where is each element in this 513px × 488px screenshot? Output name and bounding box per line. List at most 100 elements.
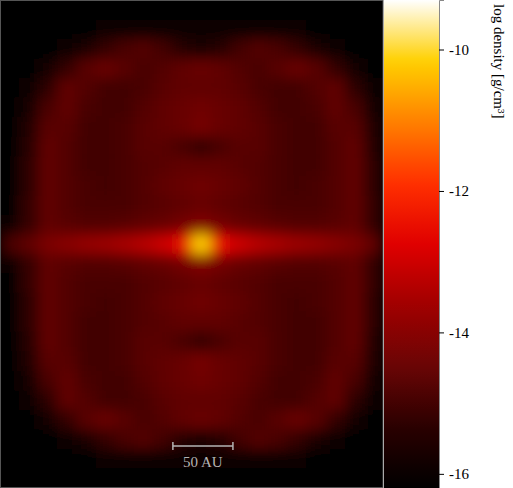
heatmap-cell [134, 293, 154, 313]
heatmap-cell [192, 351, 212, 371]
heatmap-cell [77, 117, 97, 137]
heatmap-cell [192, 254, 212, 274]
heatmap-cell [326, 468, 346, 488]
colorbar-tick-label: -12 [449, 183, 469, 199]
heatmap-cell [57, 117, 77, 137]
heatmap-cell [153, 273, 173, 293]
heatmap-cell [38, 39, 58, 59]
heatmap-cell [249, 195, 269, 215]
heatmap-cell [153, 293, 173, 313]
heatmap-cell [134, 59, 154, 79]
heatmap-cell [19, 273, 39, 293]
heatmap-cell [230, 234, 250, 254]
heatmap-cell [77, 215, 97, 235]
scale-bar-line [173, 445, 233, 447]
heatmap-cell [345, 195, 365, 215]
plot-frame [1, 1, 384, 488]
heatmap-cell [230, 98, 250, 118]
heatmap-cell [306, 312, 326, 332]
heatmap-cell [38, 371, 58, 391]
heatmap-cell [249, 390, 269, 410]
heatmap-cell [211, 137, 231, 157]
heatmap-cell [230, 371, 250, 391]
heatmap-cell [192, 59, 212, 79]
colorbar-tick-mark [439, 50, 444, 51]
heatmap-cell [345, 137, 365, 157]
heatmap-cell [326, 98, 346, 118]
heatmap-cell [192, 215, 212, 235]
heatmap-cell [115, 20, 135, 40]
heatmap-cell [96, 59, 116, 79]
heatmap-cell [249, 0, 269, 20]
heatmap-cell [364, 449, 383, 469]
heatmap-cell [192, 176, 212, 196]
heatmap-cell [230, 0, 250, 20]
heatmap-cell [306, 20, 326, 40]
heatmap-cell [153, 332, 173, 352]
heatmap-cell [230, 39, 250, 59]
heatmap-cell [172, 410, 192, 430]
heatmap-cell [77, 351, 97, 371]
heatmap-cell [19, 117, 39, 137]
heatmap-cell [192, 78, 212, 98]
heatmap-cell [0, 273, 20, 293]
heatmap-cell [326, 20, 346, 40]
colorbar-label: log density [g/cm³] [491, 4, 507, 118]
heatmap-cell [96, 410, 116, 430]
heatmap-cell [38, 410, 58, 430]
heatmap-cell [192, 371, 212, 391]
heatmap-cell [192, 312, 212, 332]
heatmap-cell [306, 429, 326, 449]
heatmap-cell [96, 468, 116, 488]
heatmap-cell [230, 215, 250, 235]
heatmap-cell [96, 390, 116, 410]
heatmap-cell [134, 39, 154, 59]
heatmap-cell [19, 351, 39, 371]
heatmap-cell [268, 332, 288, 352]
heatmap-cell [0, 39, 20, 59]
heatmap-cell [134, 137, 154, 157]
heatmap-cell [153, 176, 173, 196]
heatmap-cell [19, 390, 39, 410]
heatmap-cell [57, 293, 77, 313]
heatmap-cell [249, 449, 269, 469]
colorbar-tick-label: -16 [449, 466, 469, 482]
heatmap-cell [57, 351, 77, 371]
heatmap-cell [211, 156, 231, 176]
heatmap-cell [172, 371, 192, 391]
heatmap-cell [96, 176, 116, 196]
heatmap-cell [230, 117, 250, 137]
heatmap-cell [77, 429, 97, 449]
heatmap-cell [306, 234, 326, 254]
heatmap-cell [364, 332, 383, 352]
heatmap-cell [192, 156, 212, 176]
heatmap-cell [268, 293, 288, 313]
heatmap-cell [192, 410, 212, 430]
colorbar-tick: -10 [439, 42, 469, 58]
heatmap-cell [345, 156, 365, 176]
heatmap-cell [134, 156, 154, 176]
heatmap-cell [38, 195, 58, 215]
heatmap-cell [230, 332, 250, 352]
heatmap-cell [364, 312, 383, 332]
heatmap-cell [364, 371, 383, 391]
heatmap-cell [57, 390, 77, 410]
heatmap-cell [57, 20, 77, 40]
heatmap-cell [211, 39, 231, 59]
heatmap-cell [57, 0, 77, 20]
heatmap-cell [115, 449, 135, 469]
heatmap-cell [38, 351, 58, 371]
heatmap-cell [115, 390, 135, 410]
heatmap-cell [38, 468, 58, 488]
heatmap-cell [115, 371, 135, 391]
heatmap-cell [287, 312, 307, 332]
heatmap-cell [172, 293, 192, 313]
heatmap-cell [306, 117, 326, 137]
heatmap-cell [115, 332, 135, 352]
colorbar-tick: -16 [439, 466, 469, 482]
heatmap-cell [0, 390, 20, 410]
heatmap-cell [249, 293, 269, 313]
heatmap-cell [0, 468, 20, 488]
heatmap-cell [134, 254, 154, 274]
heatmap-cell [192, 195, 212, 215]
